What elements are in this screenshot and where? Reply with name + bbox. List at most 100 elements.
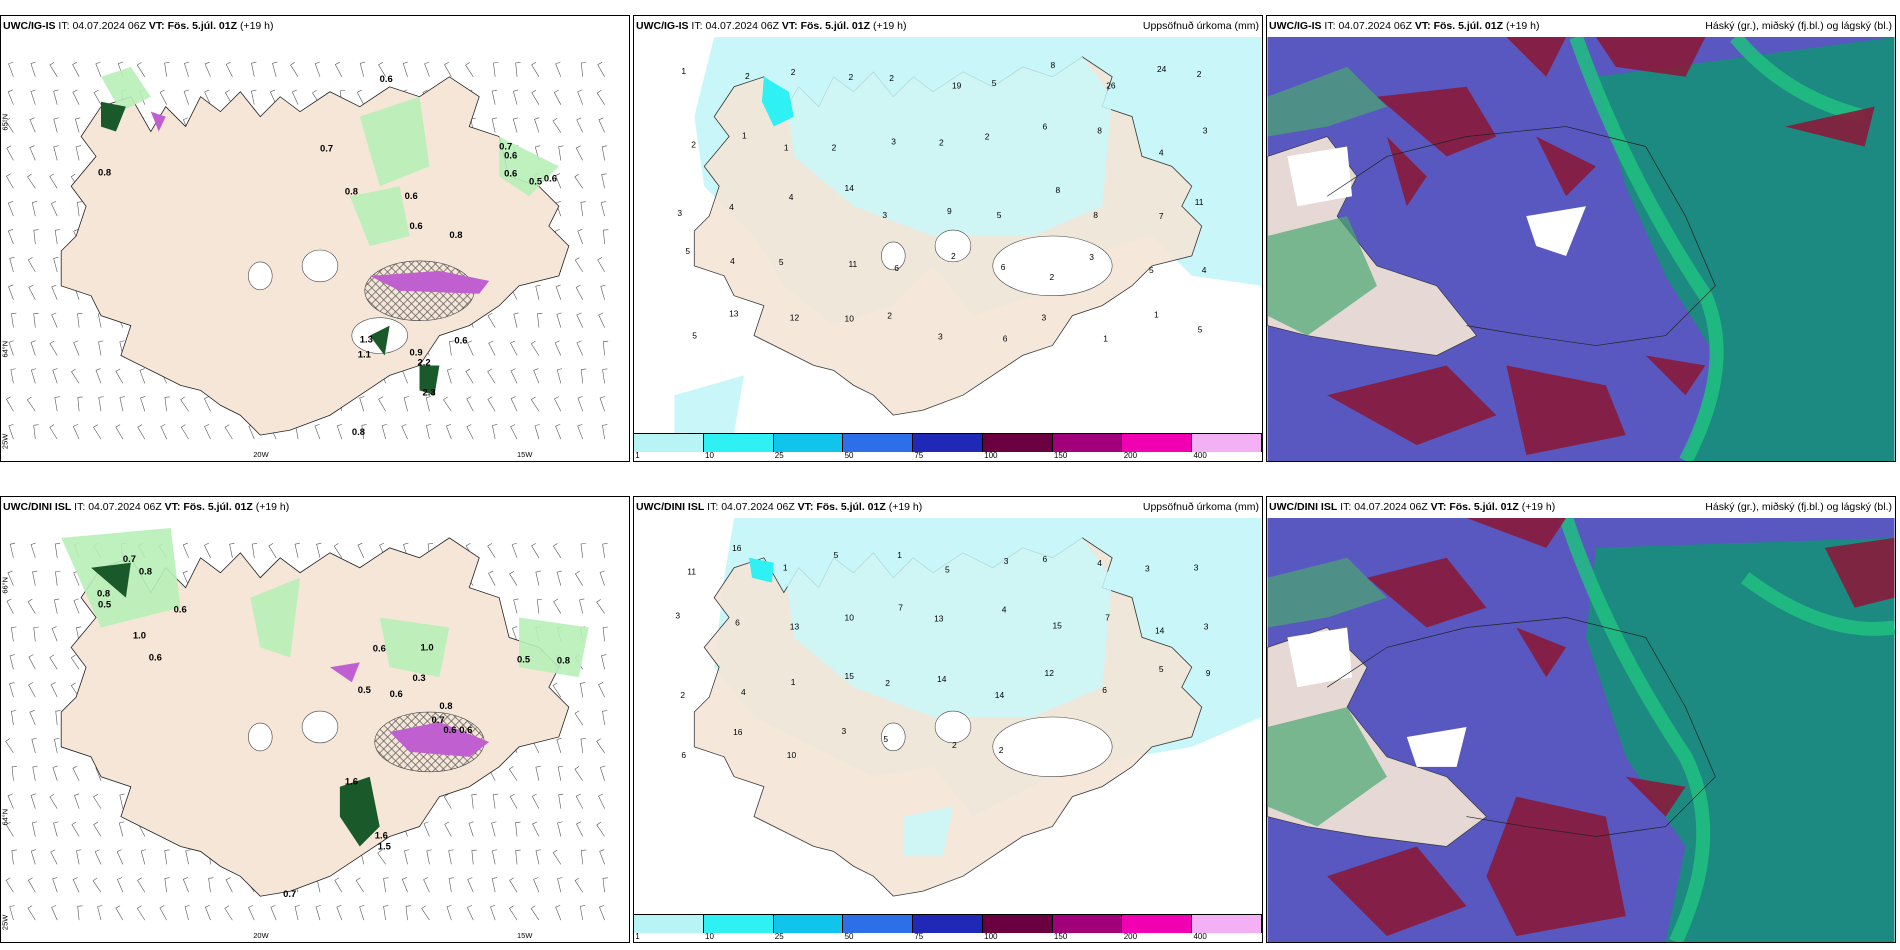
wind-barb (182, 877, 189, 893)
wind-barb (77, 396, 83, 412)
wind-barb (448, 877, 454, 893)
cloud-high (1595, 37, 1895, 461)
precip-value: 5 (992, 78, 997, 88)
precip-value: 4 (1202, 265, 1207, 275)
wind-barb (532, 821, 540, 837)
legend-tick-label: 200 (1123, 932, 1138, 941)
wind-barb (333, 543, 343, 558)
precip-value: 5 (692, 330, 697, 340)
precip-value: 1 (783, 563, 788, 573)
wind-barb (49, 793, 58, 809)
wind-barb (7, 570, 14, 586)
wind-barb (426, 424, 432, 440)
legend-swatch (1052, 434, 1123, 452)
wind-barb (574, 570, 583, 586)
wind-barb (535, 849, 541, 865)
wind-barb (574, 877, 583, 893)
svg-text:15W: 15W (517, 450, 533, 459)
wind-barb (580, 682, 586, 698)
legend-bar (634, 433, 1262, 452)
legend-tick-label: 25 (774, 932, 784, 941)
wind-barb (596, 89, 605, 105)
map-accumulated-precip[interactable]: 1 2 2 2 2 19 5 8 26 24 2 2 1 1 2 3 2 2 6 8 4 3 3 4 4 14 3 9 5 8 8 7 11 5 4… (634, 37, 1262, 433)
precip-value: 1 (784, 142, 789, 152)
wind-barb (553, 89, 562, 105)
precip-value: 2 (1049, 272, 1054, 282)
wind-barb (515, 62, 521, 77)
wind-barb (602, 340, 609, 356)
wind-barb (50, 682, 58, 698)
map-accumulated-precip[interactable]: 11 16 1 5 1 5 3 6 4 3 3 3 6 13 10 7 13 4 15 7 14 3 2 4 1 15 2 14 14 1… (634, 518, 1262, 914)
wind-barb (602, 424, 608, 440)
wind-barb (448, 849, 454, 865)
wind-barb (599, 396, 605, 412)
wind-barb (251, 61, 257, 77)
wind-barb (492, 793, 499, 809)
wind-barb (536, 598, 543, 614)
map-svg: 0.7 0.8 0.8 0.5 0.6 0.6 1.0 0.6 0.5 1.0 … (1, 527, 609, 940)
precip-value: 4 (789, 192, 794, 202)
wind-barb (270, 89, 277, 105)
wind-barb (119, 340, 125, 356)
precip-value: 2 (885, 678, 890, 688)
wind-barb (491, 849, 498, 865)
wind-barb (52, 765, 58, 781)
precip-value: 2 (952, 740, 957, 750)
wind-barb (28, 284, 36, 300)
glacier (934, 710, 972, 744)
wind-barb (98, 340, 104, 356)
wind-barb (603, 229, 609, 245)
svg-text:0.8: 0.8 (345, 186, 358, 197)
precip-value: 4 (741, 687, 746, 697)
svg-text:0.6: 0.6 (390, 689, 403, 700)
wind-barb (465, 62, 474, 77)
wind-barb (314, 423, 321, 440)
legend-swatch (773, 434, 844, 452)
wind-barb (596, 738, 605, 754)
wind-barb (467, 340, 474, 356)
svg-text:0.5: 0.5 (98, 600, 111, 611)
wind-barb (533, 368, 540, 384)
wind-barb (184, 905, 190, 921)
map-cloud-cover[interactable] (1267, 518, 1895, 942)
wind-barb (600, 201, 607, 217)
wind-barb (574, 766, 583, 781)
wind-barb (600, 284, 606, 300)
precip-value: 2 (889, 73, 894, 83)
wind-barb (182, 570, 189, 586)
precip-value: 6 (1003, 333, 1008, 343)
wind-barb (487, 368, 496, 384)
wind-barb (224, 89, 233, 105)
map-cloud-cover[interactable] (1267, 37, 1895, 461)
wind-barb (30, 849, 37, 865)
wind-barb (10, 710, 17, 726)
precip-value: 3 (842, 726, 847, 736)
svg-text:0.6: 0.6 (380, 74, 393, 85)
map-wind-precip[interactable]: 0.6 0.7 0.8 0.8 0.7 0.6 0.5 0.6 0.6 0.8 … (1, 37, 629, 461)
wind-barb (378, 396, 386, 412)
precip-magenta (150, 111, 490, 294)
wind-barb (50, 201, 58, 217)
svg-text:0.9: 0.9 (410, 347, 423, 358)
cloud-low (1327, 37, 1875, 456)
wind-barb (248, 905, 255, 921)
wind-barb (359, 396, 365, 412)
wind-barb (5, 117, 14, 133)
wind-barb (51, 284, 58, 300)
precip-value: 4 (729, 202, 734, 212)
wind-barb (552, 682, 562, 698)
precip-value: 5 (1159, 664, 1164, 674)
precip-value: 6 (894, 263, 899, 273)
wind-barb (552, 117, 562, 133)
map-wind-precip[interactable]: 0.7 0.8 0.8 0.5 0.6 0.6 1.0 0.6 0.5 1.0 … (1, 518, 629, 942)
svg-text:25W: 25W (1, 914, 9, 930)
legend-tick-label: 100 (984, 932, 998, 941)
legend-tick-label: 150 (1053, 451, 1068, 460)
wind-barb (556, 737, 562, 753)
precip-value: 3 (1089, 252, 1094, 262)
wind-barb (575, 145, 584, 161)
grid-labels: 66°N 64°N 25W 20W 15W (1, 577, 533, 940)
precip-value: 5 (945, 565, 950, 575)
wind-barb (471, 849, 477, 865)
svg-text:65°N: 65°N (1, 114, 9, 131)
